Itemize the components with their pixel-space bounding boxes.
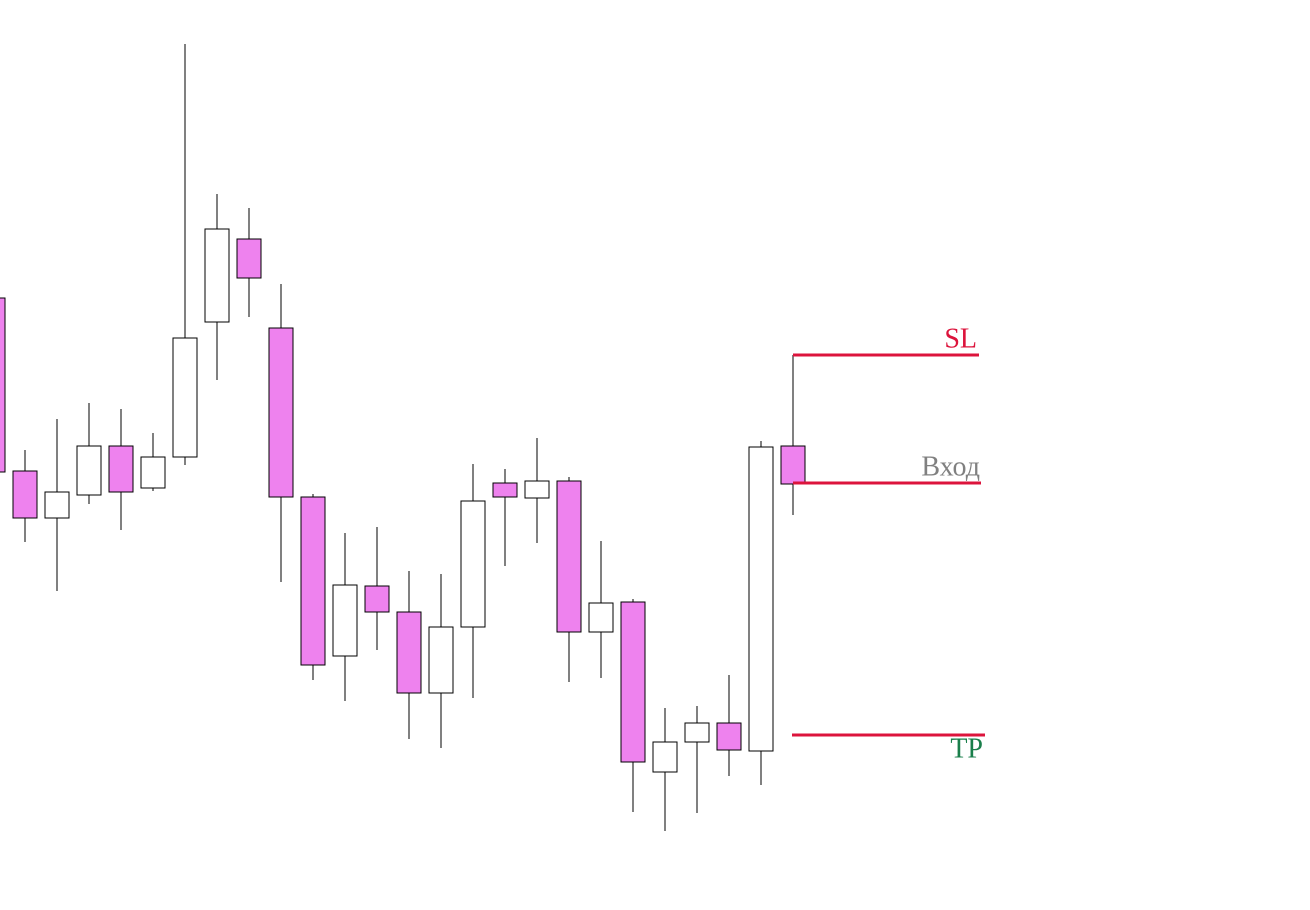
level-label: SL: [944, 323, 977, 354]
candle-body: [460, 500, 486, 628]
candle-body: [44, 491, 70, 519]
candle-body: [300, 496, 326, 666]
candle-body: [172, 337, 198, 458]
candle-body: [76, 445, 102, 496]
level-label: Вход: [921, 451, 980, 482]
candle-body: [492, 482, 518, 498]
candle-body: [364, 585, 390, 613]
candle-body: [108, 445, 134, 493]
candle-body: [204, 228, 230, 323]
candle-body: [0, 297, 6, 473]
candle-body: [556, 480, 582, 633]
candle-body: [524, 480, 550, 499]
candle-body: [620, 601, 646, 763]
candle-body: [140, 456, 166, 489]
candle-body: [588, 602, 614, 633]
candle-body: [396, 611, 422, 694]
candle-body: [332, 584, 358, 657]
candle-body: [748, 446, 774, 752]
candle-body: [236, 238, 262, 279]
candle-body: [716, 722, 742, 751]
level-label: TP: [950, 733, 983, 764]
candle-body: [268, 327, 294, 498]
candle-body: [12, 470, 38, 519]
candle-body: [684, 722, 710, 743]
candle-body: [428, 626, 454, 694]
candle-body: [652, 741, 678, 773]
candle-body: [780, 445, 806, 485]
